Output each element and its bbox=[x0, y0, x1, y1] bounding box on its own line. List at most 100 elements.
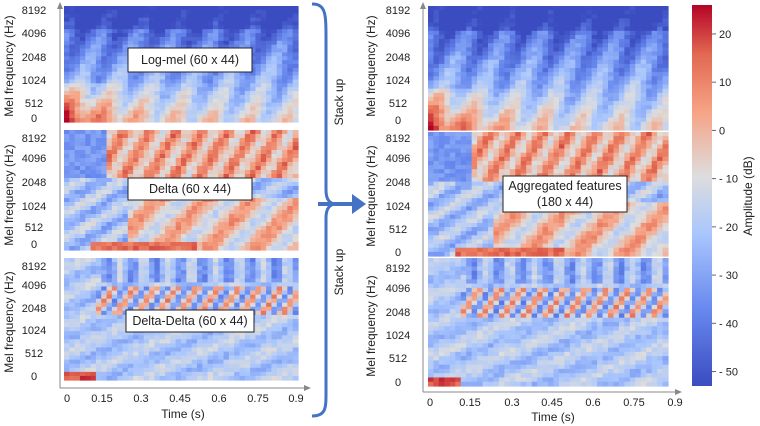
heatmap-cell bbox=[186, 335, 193, 340]
heatmap-cell bbox=[218, 242, 225, 247]
heatmap-cell bbox=[111, 60, 118, 65]
heatmap-cell bbox=[111, 266, 118, 271]
heatmap-cell bbox=[143, 87, 150, 92]
heatmap-cell bbox=[149, 87, 156, 92]
heatmap-cell bbox=[111, 33, 118, 38]
heatmap-cell bbox=[234, 146, 241, 151]
heatmap-cell bbox=[69, 375, 76, 381]
heatmap-cell bbox=[482, 68, 489, 73]
heatmap-cell bbox=[234, 21, 241, 26]
heatmap-cell bbox=[287, 79, 294, 84]
heatmap-cell bbox=[504, 72, 511, 77]
heatmap-cell bbox=[90, 158, 97, 163]
heatmap-cell bbox=[228, 266, 235, 271]
heatmap-cell bbox=[646, 39, 653, 44]
heatmap-cell bbox=[624, 92, 631, 98]
heatmap-cell bbox=[449, 59, 456, 65]
heatmap-cell bbox=[186, 25, 193, 30]
heatmap-cell bbox=[223, 210, 230, 215]
heatmap-cell bbox=[271, 174, 278, 179]
heatmap-cell bbox=[244, 355, 251, 361]
heatmap-cell bbox=[466, 63, 473, 69]
heatmap-cell bbox=[509, 84, 516, 90]
heatmap-cell bbox=[90, 230, 97, 235]
heatmap-cell bbox=[271, 36, 278, 42]
heatmap-cell bbox=[602, 18, 609, 24]
heatmap-cell bbox=[276, 314, 283, 320]
heatmap-cell bbox=[90, 331, 97, 336]
heatmap-cell bbox=[122, 106, 129, 111]
heatmap-cell bbox=[74, 9, 81, 15]
heatmap-cell bbox=[212, 87, 219, 92]
heatmap-cell bbox=[95, 367, 102, 373]
heatmap-cell bbox=[74, 162, 81, 167]
heatmap-cell bbox=[553, 68, 560, 73]
heatmap-cell bbox=[149, 142, 156, 147]
heatmap-cell bbox=[149, 371, 156, 377]
heatmap-cell bbox=[181, 242, 187, 247]
heatmap-cell bbox=[239, 114, 246, 119]
heatmap-cell bbox=[255, 142, 262, 147]
heatmap-cell bbox=[74, 258, 81, 263]
heatmap-cell bbox=[244, 226, 251, 231]
heatmap-cell bbox=[154, 222, 161, 227]
heatmap-cell bbox=[154, 242, 161, 247]
heatmap-cell bbox=[498, 10, 505, 15]
heatmap-cell bbox=[580, 55, 587, 61]
heatmap-cell bbox=[234, 87, 241, 92]
heatmap-cell bbox=[74, 17, 81, 23]
heatmap-cell bbox=[79, 331, 86, 336]
heatmap-cell bbox=[133, 262, 140, 267]
heatmap-cell bbox=[186, 75, 193, 81]
heatmap-cell bbox=[292, 306, 299, 312]
heatmap-cell bbox=[90, 314, 97, 320]
heatmap-cell bbox=[282, 142, 288, 147]
heatmap-cell bbox=[255, 319, 262, 324]
heatmap-cell bbox=[85, 142, 92, 147]
heatmap-cell bbox=[127, 44, 134, 50]
heatmap-cell bbox=[74, 290, 81, 296]
heatmap-cell bbox=[74, 274, 81, 279]
heatmap-cell bbox=[635, 63, 642, 69]
heatmap-cell bbox=[271, 258, 278, 263]
heatmap-cell bbox=[196, 174, 203, 179]
heatmap-cell bbox=[640, 30, 647, 36]
heatmap-cell bbox=[175, 94, 182, 100]
heatmap-cell bbox=[111, 182, 118, 187]
heatmap-cell bbox=[608, 47, 615, 53]
heatmap-cell bbox=[74, 79, 81, 84]
stack-label-bottom: Stack up bbox=[332, 248, 346, 295]
heatmap-cell bbox=[250, 363, 257, 369]
heatmap-cell bbox=[159, 75, 166, 81]
heatmap-cell bbox=[106, 355, 113, 361]
heatmap-cell bbox=[212, 339, 219, 344]
heatmap-cell bbox=[69, 266, 76, 271]
heatmap-cell bbox=[271, 162, 278, 167]
heatmap-cell bbox=[292, 64, 299, 69]
stack-bracket bbox=[311, 2, 366, 418]
heatmap-cell bbox=[548, 47, 555, 53]
heatmap-cell bbox=[165, 286, 171, 292]
heatmap-cell bbox=[526, 18, 533, 24]
heatmap-cell bbox=[218, 359, 225, 365]
heatmap-cell bbox=[159, 162, 166, 167]
heatmap-cell bbox=[101, 206, 108, 211]
heatmap-cell bbox=[159, 335, 166, 340]
heatmap-cell bbox=[537, 14, 544, 19]
heatmap-cell bbox=[234, 282, 241, 288]
heatmap-cell bbox=[79, 343, 86, 349]
heatmap-cell bbox=[74, 202, 81, 207]
heatmap-cell bbox=[553, 51, 560, 57]
heatmap-cell bbox=[608, 63, 615, 69]
heatmap-cell bbox=[292, 75, 299, 81]
heatmap-cell bbox=[218, 234, 225, 239]
heatmap-cell bbox=[191, 274, 198, 279]
heatmap-cell bbox=[624, 88, 631, 94]
heatmap-cell bbox=[646, 26, 653, 32]
heatmap-cell bbox=[618, 43, 625, 48]
heatmap-cell bbox=[170, 242, 177, 247]
heatmap-cell bbox=[234, 71, 241, 77]
heatmap-cell bbox=[191, 98, 198, 104]
heatmap-cell bbox=[143, 138, 150, 143]
heatmap-cell bbox=[292, 56, 299, 61]
